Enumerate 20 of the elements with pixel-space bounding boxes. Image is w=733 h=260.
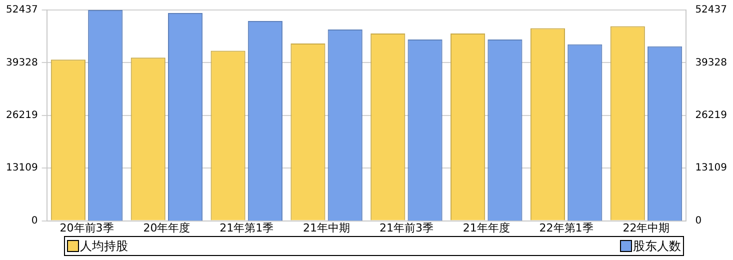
y2-tick-label: 26219 — [695, 110, 727, 121]
y2-tick-label: 0 — [695, 215, 702, 226]
x-tick-label: 20年前3季 — [60, 221, 114, 234]
x-tick-label: 20年年度 — [143, 221, 190, 234]
y-tick-label: 26219 — [6, 110, 38, 121]
x-tick-label: 21年第1季 — [220, 221, 274, 234]
x-tick-label: 21年中期 — [303, 221, 350, 234]
y-tick-label: 52437 — [6, 4, 38, 16]
y-tick-label: 13109 — [6, 162, 38, 174]
legend-label: 人均持股 — [80, 238, 128, 254]
y2-tick-label: 39328 — [695, 57, 727, 68]
y2-tick-label: 52437 — [695, 4, 727, 16]
y2-tick-label: 13109 — [695, 162, 727, 174]
x-tick-label: 21年年度 — [462, 221, 510, 234]
y-tick-label: 0 — [31, 215, 38, 226]
series-label: 股东人数 — [633, 238, 681, 254]
x-tick-label: 21年前3季 — [379, 221, 434, 234]
x-tick-label: 22年第1季 — [539, 221, 594, 234]
x-tick-label: 22年中期 — [622, 221, 670, 234]
y-tick-label: 39328 — [6, 57, 38, 68]
